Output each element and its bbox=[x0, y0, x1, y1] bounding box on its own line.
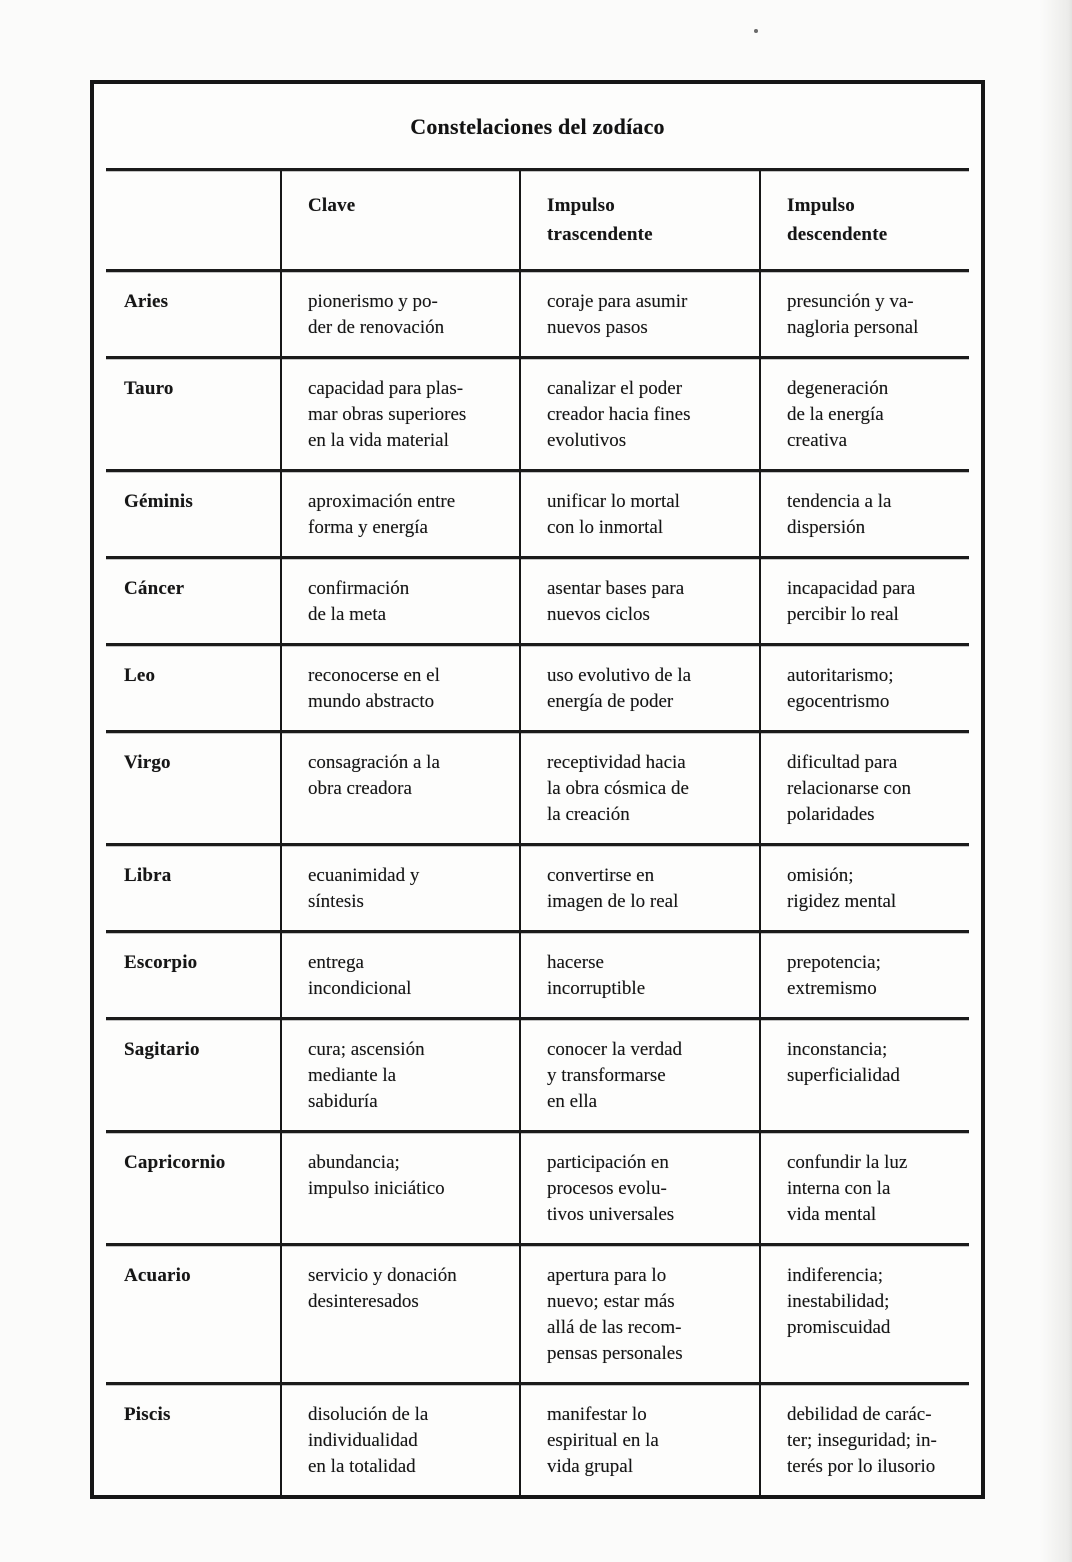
row-sign: Aries bbox=[124, 291, 169, 312]
cell-descendente: prepotencia; extremismo bbox=[759, 933, 981, 1017]
cell-trascendente: convertirse en imagen de lo real bbox=[519, 846, 759, 930]
row-sign: Capricornio bbox=[124, 1152, 226, 1173]
cell-trascendente: canalizar el poder creador hacia fines e… bbox=[519, 359, 759, 469]
table-row: Cáncer confirmación de la meta asentar b… bbox=[94, 559, 981, 643]
row-sign: Virgo bbox=[124, 752, 171, 773]
row-sign: Leo bbox=[124, 665, 156, 686]
horizontal-rule bbox=[106, 1017, 969, 1020]
table-row: Géminis aproximación entre forma y energ… bbox=[94, 472, 981, 556]
horizontal-rule bbox=[106, 1130, 969, 1133]
cell-clave: pionerismo y po- der de renovación bbox=[280, 272, 519, 356]
row-sign: Cáncer bbox=[124, 578, 185, 599]
cell-trascendente: asentar bases para nuevos ciclos bbox=[519, 559, 759, 643]
horizontal-rule bbox=[106, 843, 969, 846]
cell-clave: entrega incondicional bbox=[280, 933, 519, 1017]
cell-trascendente: manifestar lo espiritual en la vida grup… bbox=[519, 1385, 759, 1495]
cell-descendente: autoritarismo; egocentrismo bbox=[759, 646, 981, 730]
header-impulso-descendente: Impulso descendente bbox=[759, 171, 981, 269]
horizontal-rule bbox=[106, 356, 969, 359]
cell-descendente: presunción y va- nagloria personal bbox=[759, 272, 981, 356]
row-sign: Géminis bbox=[124, 491, 193, 512]
horizontal-rule bbox=[106, 930, 969, 933]
page-title: Constelaciones del zodíaco bbox=[410, 114, 665, 139]
cell-descendente: degeneración de la energía creativa bbox=[759, 359, 981, 469]
cell-clave: confirmación de la meta bbox=[280, 559, 519, 643]
cell-descendente: incapacidad para percibir lo real bbox=[759, 559, 981, 643]
cell-clave: cura; ascensión mediante la sabiduría bbox=[280, 1020, 519, 1130]
table-row: Leo reconocerse en el mundo abstracto us… bbox=[94, 646, 981, 730]
horizontal-rule bbox=[106, 269, 969, 272]
horizontal-rule bbox=[106, 1382, 969, 1385]
row-sign: Sagitario bbox=[124, 1039, 200, 1060]
cell-clave: servicio y donación desinteresados bbox=[280, 1246, 519, 1382]
table-row: Piscis disolución de la individualidad e… bbox=[94, 1385, 981, 1495]
cell-trascendente: hacerse incorruptible bbox=[519, 933, 759, 1017]
header-impulso-trascendente: Impulso trascendente bbox=[519, 171, 759, 269]
row-sign: Escorpio bbox=[124, 952, 198, 973]
table-row: Tauro capacidad para plas- mar obras sup… bbox=[94, 359, 981, 469]
cell-descendente: confundir la luz interna con la vida men… bbox=[759, 1133, 981, 1243]
cell-trascendente: unificar lo mortal con lo inmortal bbox=[519, 472, 759, 556]
cell-trascendente: apertura para lo nuevo; estar más allá d… bbox=[519, 1246, 759, 1382]
horizontal-rule bbox=[106, 556, 969, 559]
horizontal-rule bbox=[106, 730, 969, 733]
row-sign: Tauro bbox=[124, 378, 174, 399]
cell-descendente: inconstancia; superficialidad bbox=[759, 1020, 981, 1130]
cell-trascendente: receptividad hacia la obra cósmica de la… bbox=[519, 733, 759, 843]
cell-trascendente: coraje para asumir nuevos pasos bbox=[519, 272, 759, 356]
cell-trascendente: uso evolutivo de la energía de poder bbox=[519, 646, 759, 730]
cell-clave: disolución de la individualidad en la to… bbox=[280, 1385, 519, 1495]
table-row: Libra ecuanimidad y síntesis convertirse… bbox=[94, 846, 981, 930]
table-row: Aries pionerismo y po- der de renovación… bbox=[94, 272, 981, 356]
row-sign: Piscis bbox=[124, 1404, 171, 1425]
cell-descendente: tendencia a la dispersión bbox=[759, 472, 981, 556]
scan-artifact-dot bbox=[754, 29, 758, 33]
header-empty-cell bbox=[94, 171, 280, 269]
cell-descendente: indiferencia; inestabilidad; promiscuida… bbox=[759, 1246, 981, 1382]
cell-clave: aproximación entre forma y energía bbox=[280, 472, 519, 556]
row-sign: Acuario bbox=[124, 1265, 191, 1286]
cell-clave: reconocerse en el mundo abstracto bbox=[280, 646, 519, 730]
cell-clave: capacidad para plas- mar obras superiore… bbox=[280, 359, 519, 469]
table-row: Virgo consagración a la obra creadora re… bbox=[94, 733, 981, 843]
cell-descendente: omisión; rigidez mental bbox=[759, 846, 981, 930]
cell-trascendente: participación en procesos evolu- tivos u… bbox=[519, 1133, 759, 1243]
cell-clave: ecuanimidad y síntesis bbox=[280, 846, 519, 930]
cell-descendente: dificultad para relacionarse con polarid… bbox=[759, 733, 981, 843]
header-clave: Clave bbox=[280, 171, 519, 269]
cell-clave: abundancia; impulso iniciático bbox=[280, 1133, 519, 1243]
horizontal-rule bbox=[106, 643, 969, 646]
cell-clave: consagración a la obra creadora bbox=[280, 733, 519, 843]
cell-trascendente: conocer la verdad y transformarse en ell… bbox=[519, 1020, 759, 1130]
table-row: Sagitario cura; ascensión mediante la sa… bbox=[94, 1020, 981, 1130]
table-row: Capricornio abundancia; impulso iniciáti… bbox=[94, 1133, 981, 1243]
table-header-row: Clave Impulso trascendente Impulso desce… bbox=[94, 171, 981, 269]
table-row: Escorpio entrega incondicional hacerse i… bbox=[94, 933, 981, 1017]
horizontal-rule bbox=[106, 1243, 969, 1246]
cell-descendente: debilidad de carác- ter; inseguridad; in… bbox=[759, 1385, 981, 1495]
horizontal-rule bbox=[106, 168, 969, 171]
table-row: Acuario servicio y donación desinteresad… bbox=[94, 1246, 981, 1382]
table-border-box: Constelaciones del zodíaco Clave Impulso… bbox=[90, 80, 985, 1499]
row-sign: Libra bbox=[124, 865, 172, 886]
horizontal-rule bbox=[106, 469, 969, 472]
